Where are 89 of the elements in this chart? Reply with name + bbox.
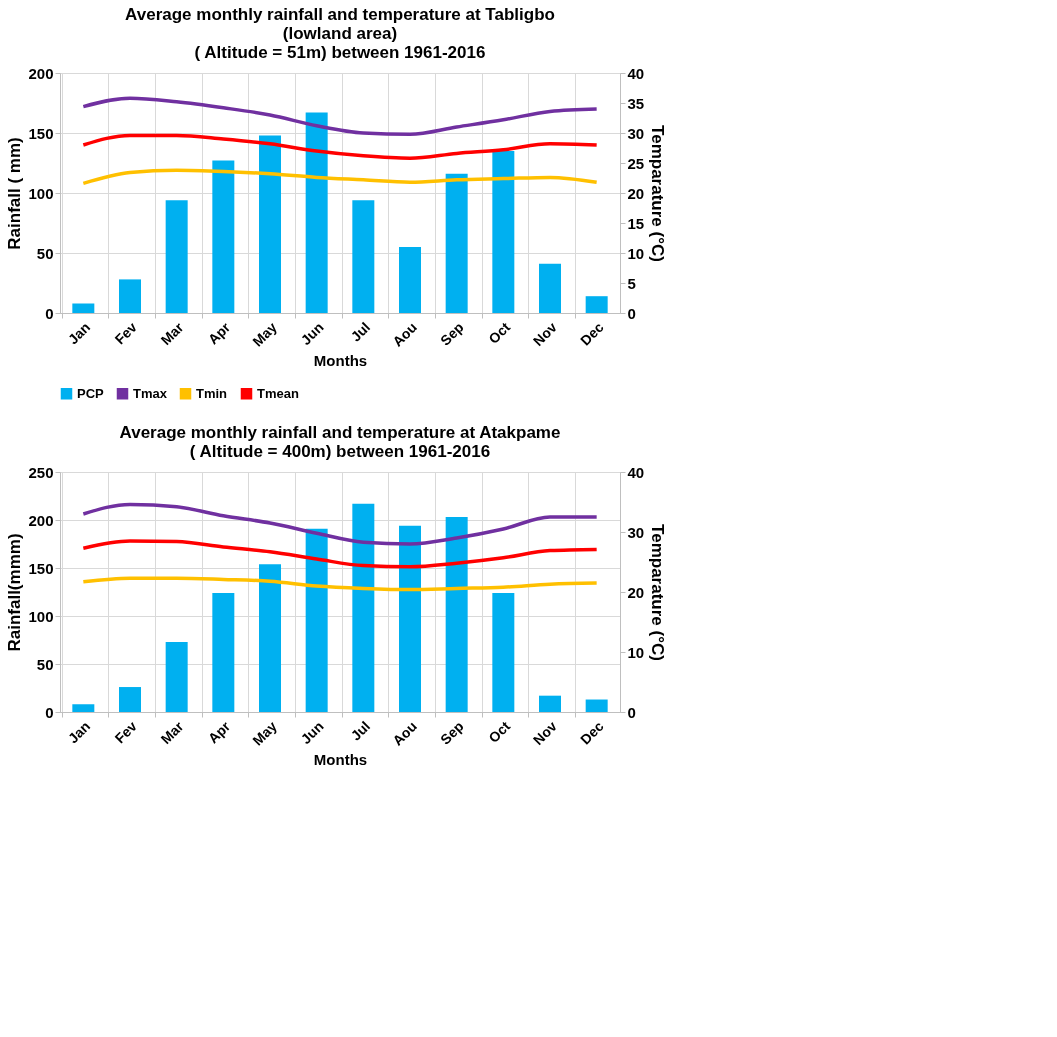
line-series [81,502,599,546]
bar [399,247,421,313]
x-tick-label: Mar [157,318,187,349]
x-tick-label: Jul [347,718,374,744]
bar [119,687,141,712]
bar [259,564,281,712]
y-axis-title: Rainfall(mmm) [5,533,25,652]
x-tick-label: Sep [437,718,467,748]
y2-tick-label: 20 [627,583,645,601]
chart-title: Average monthly rainfall and temperature at Tabligbo (lowland area) ( Altitude = 51m) between 1961-2016 [125,5,555,62]
bar [352,503,375,712]
legend-label: Tmax [133,385,168,401]
y-tick-label: 0 [45,304,54,322]
bar [539,695,561,712]
bar [305,112,328,313]
legend-label: Tmin [196,385,228,401]
y-tick-label: 50 [36,655,54,673]
x-tick-label: Apr [204,717,234,747]
y-tick-label: 200 [28,64,54,82]
y2-tick-label: 0 [627,703,636,721]
x-tick-label: Sep [437,319,467,349]
line-series [81,576,599,592]
y2-tick-label: 40 [627,463,645,481]
y2-tick-label: 10 [627,643,645,661]
y2-tick-label: 10 [627,244,645,262]
y2-tick-label: 40 [627,64,645,82]
x-tick-label: Fev [111,717,141,747]
bar [119,279,141,313]
y-tick-label: 200 [28,511,54,529]
y2-tick-label: 0 [627,304,636,322]
line-series [81,168,599,186]
line-series [81,96,599,136]
y2-tick-label: 30 [627,523,645,541]
chart-title: Average monthly rainfall and temperature at Atakpame ( Altitude = 400m) between 1961-2016 [119,423,561,461]
line-series [81,539,599,569]
x-tick-label: Jun [297,718,327,747]
y2-tick-label: 25 [627,154,645,172]
x-tick-label: Mar [157,717,187,748]
x-tick-label: Jan [64,319,94,348]
y2-tick-label: 5 [627,274,636,292]
x-tick-label: Oct [485,318,514,347]
y-tick-label: 150 [28,559,54,577]
y-tick-label: 250 [28,463,54,481]
line-series [81,133,599,160]
x-axis-title: Months [313,351,368,369]
bar [585,296,608,313]
y-tick-label: 100 [28,607,54,625]
x-tick-label: Jul [347,319,374,345]
x-tick-label: Aou [389,718,420,749]
x-tick-label: Nov [529,318,561,350]
bar [165,641,188,712]
x-tick-label: Dec [577,717,607,748]
x-tick-label: Apr [204,318,234,348]
bar [585,699,608,712]
x-axis-title: Months [313,750,368,768]
bar [72,303,95,313]
legend-label: PCP [77,385,105,401]
x-tick-label: Jun [297,319,327,348]
y-tick-label: 0 [45,703,54,721]
bar [445,517,468,712]
y2-tick-label: 15 [627,214,645,232]
bar [399,525,421,712]
y2-tick-label: 35 [627,94,645,112]
bar [259,135,281,313]
bar [539,263,561,313]
bar [352,200,375,313]
bar [445,173,468,313]
bar [165,200,188,313]
legend-label: Tmean [257,385,299,401]
x-tick-label: Nov [529,717,561,749]
x-tick-label: Aou [389,319,420,350]
bar [492,592,515,712]
y2-axis-title: Temparature (°C) [648,125,668,262]
bar [305,528,328,712]
bar [492,151,515,313]
bar [212,592,235,712]
bar [212,160,235,313]
x-tick-label: Fev [111,318,141,348]
y2-tick-label: 20 [627,184,645,202]
y-tick-label: 50 [36,244,54,262]
x-tick-label: Oct [485,717,514,746]
y2-tick-label: 30 [627,124,645,142]
x-tick-label: Dec [577,318,607,349]
x-tick-label: Jan [64,718,94,747]
y-axis-title: Rainfall ( mm) [5,137,25,250]
y-tick-label: 100 [28,184,54,202]
y2-axis-title: Temparature (°C) [648,524,668,661]
y-tick-label: 150 [28,124,54,142]
bar [72,704,95,712]
